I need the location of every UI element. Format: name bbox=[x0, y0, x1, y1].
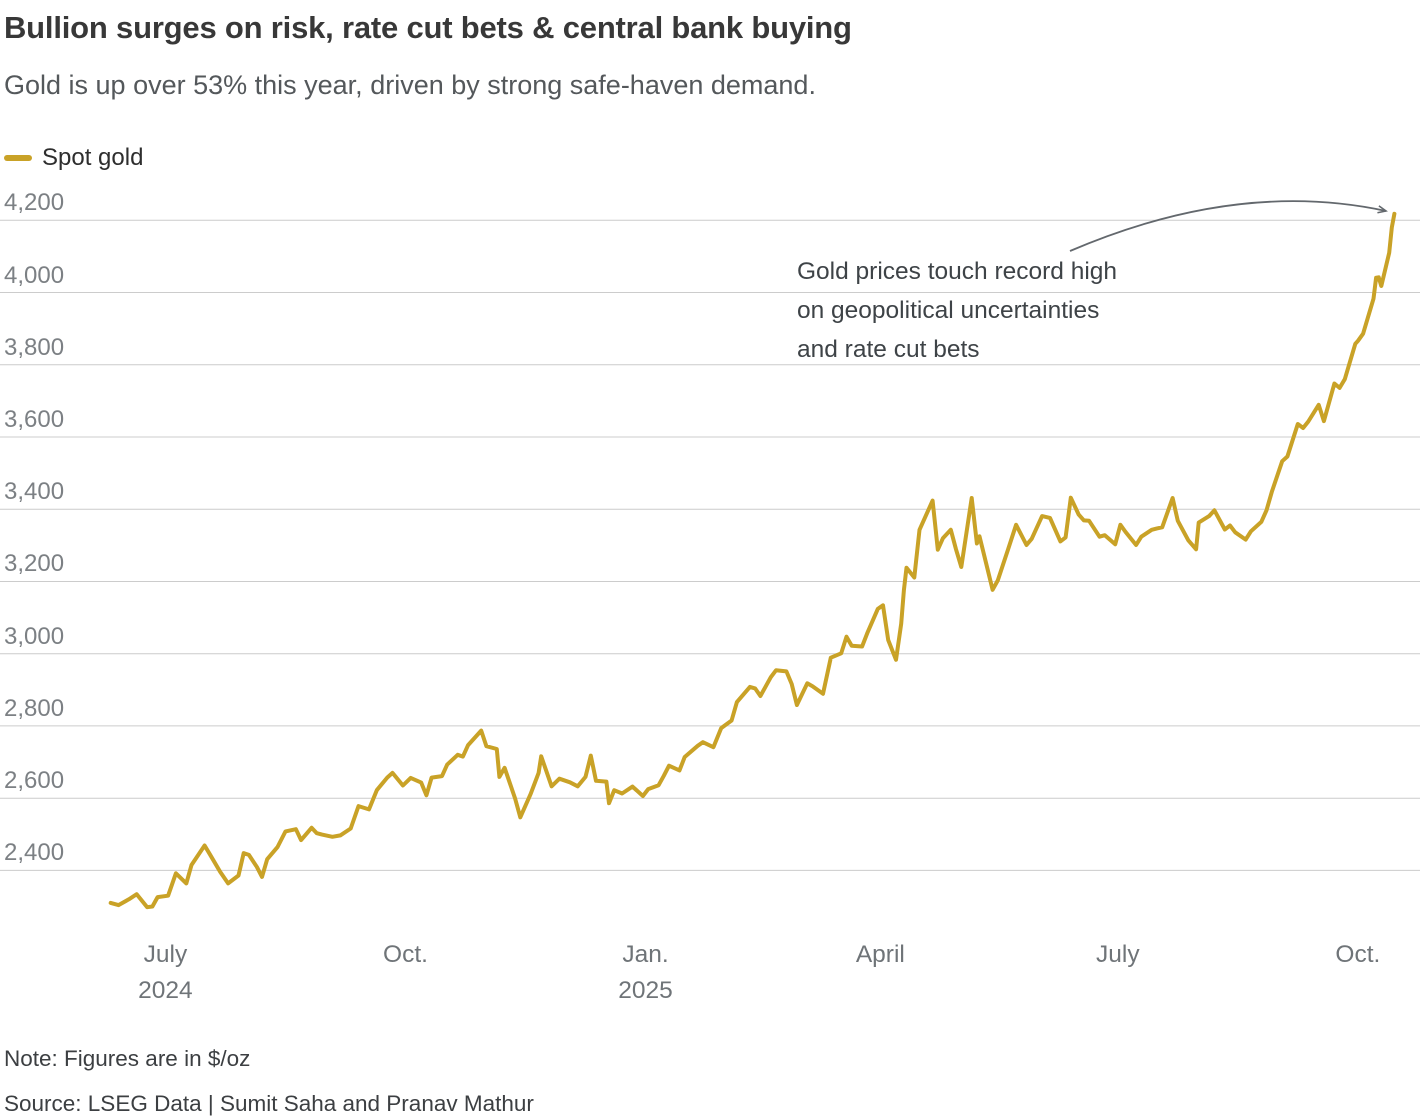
x-tick-label: Oct. bbox=[1335, 941, 1381, 968]
y-tick-label: 2,400 bbox=[4, 839, 65, 867]
x-tick-label: July bbox=[143, 941, 188, 968]
y-tick-label: 3,400 bbox=[4, 478, 65, 506]
gridlines bbox=[0, 219, 1420, 871]
x-tick-label: Oct. bbox=[383, 941, 428, 968]
legend-label: Spot gold bbox=[42, 144, 144, 171]
y-tick-label: 3,000 bbox=[4, 622, 65, 650]
y-tick-label: 3,200 bbox=[4, 550, 65, 578]
x-tick-label: Jan. bbox=[622, 941, 669, 968]
source-line: Source: LSEG Data | Sumit Saha and Prana… bbox=[4, 1091, 534, 1116]
chart-title: Bullion surges on risk, rate cut bets & … bbox=[4, 10, 852, 45]
annotation-text: Gold prices touch record high on geopoli… bbox=[797, 258, 1118, 363]
x-tick-label: April bbox=[855, 941, 905, 968]
y-tick-label: 3,600 bbox=[4, 405, 65, 433]
legend-line-swatch bbox=[4, 155, 32, 161]
x-tick-year-label: 2024 bbox=[138, 977, 193, 1004]
y-tick-label: 4,000 bbox=[4, 261, 65, 289]
y-tick-label: 2,800 bbox=[4, 694, 65, 722]
spot-gold-line bbox=[108, 211, 1397, 910]
footnote: Note: Figures are in $/oz bbox=[4, 1046, 251, 1071]
x-tick-label: July bbox=[1096, 941, 1140, 968]
legend: Spot gold bbox=[4, 144, 143, 172]
chart-subtitle: Gold is up over 53% this year, driven by… bbox=[4, 70, 816, 100]
y-tick-label: 4,200 bbox=[4, 189, 65, 217]
y-tick-label: 3,800 bbox=[4, 333, 65, 361]
y-tick-label: 2,600 bbox=[4, 767, 65, 795]
x-tick-year-label: 2025 bbox=[618, 977, 673, 1004]
annotation-arrow bbox=[1069, 200, 1388, 252]
